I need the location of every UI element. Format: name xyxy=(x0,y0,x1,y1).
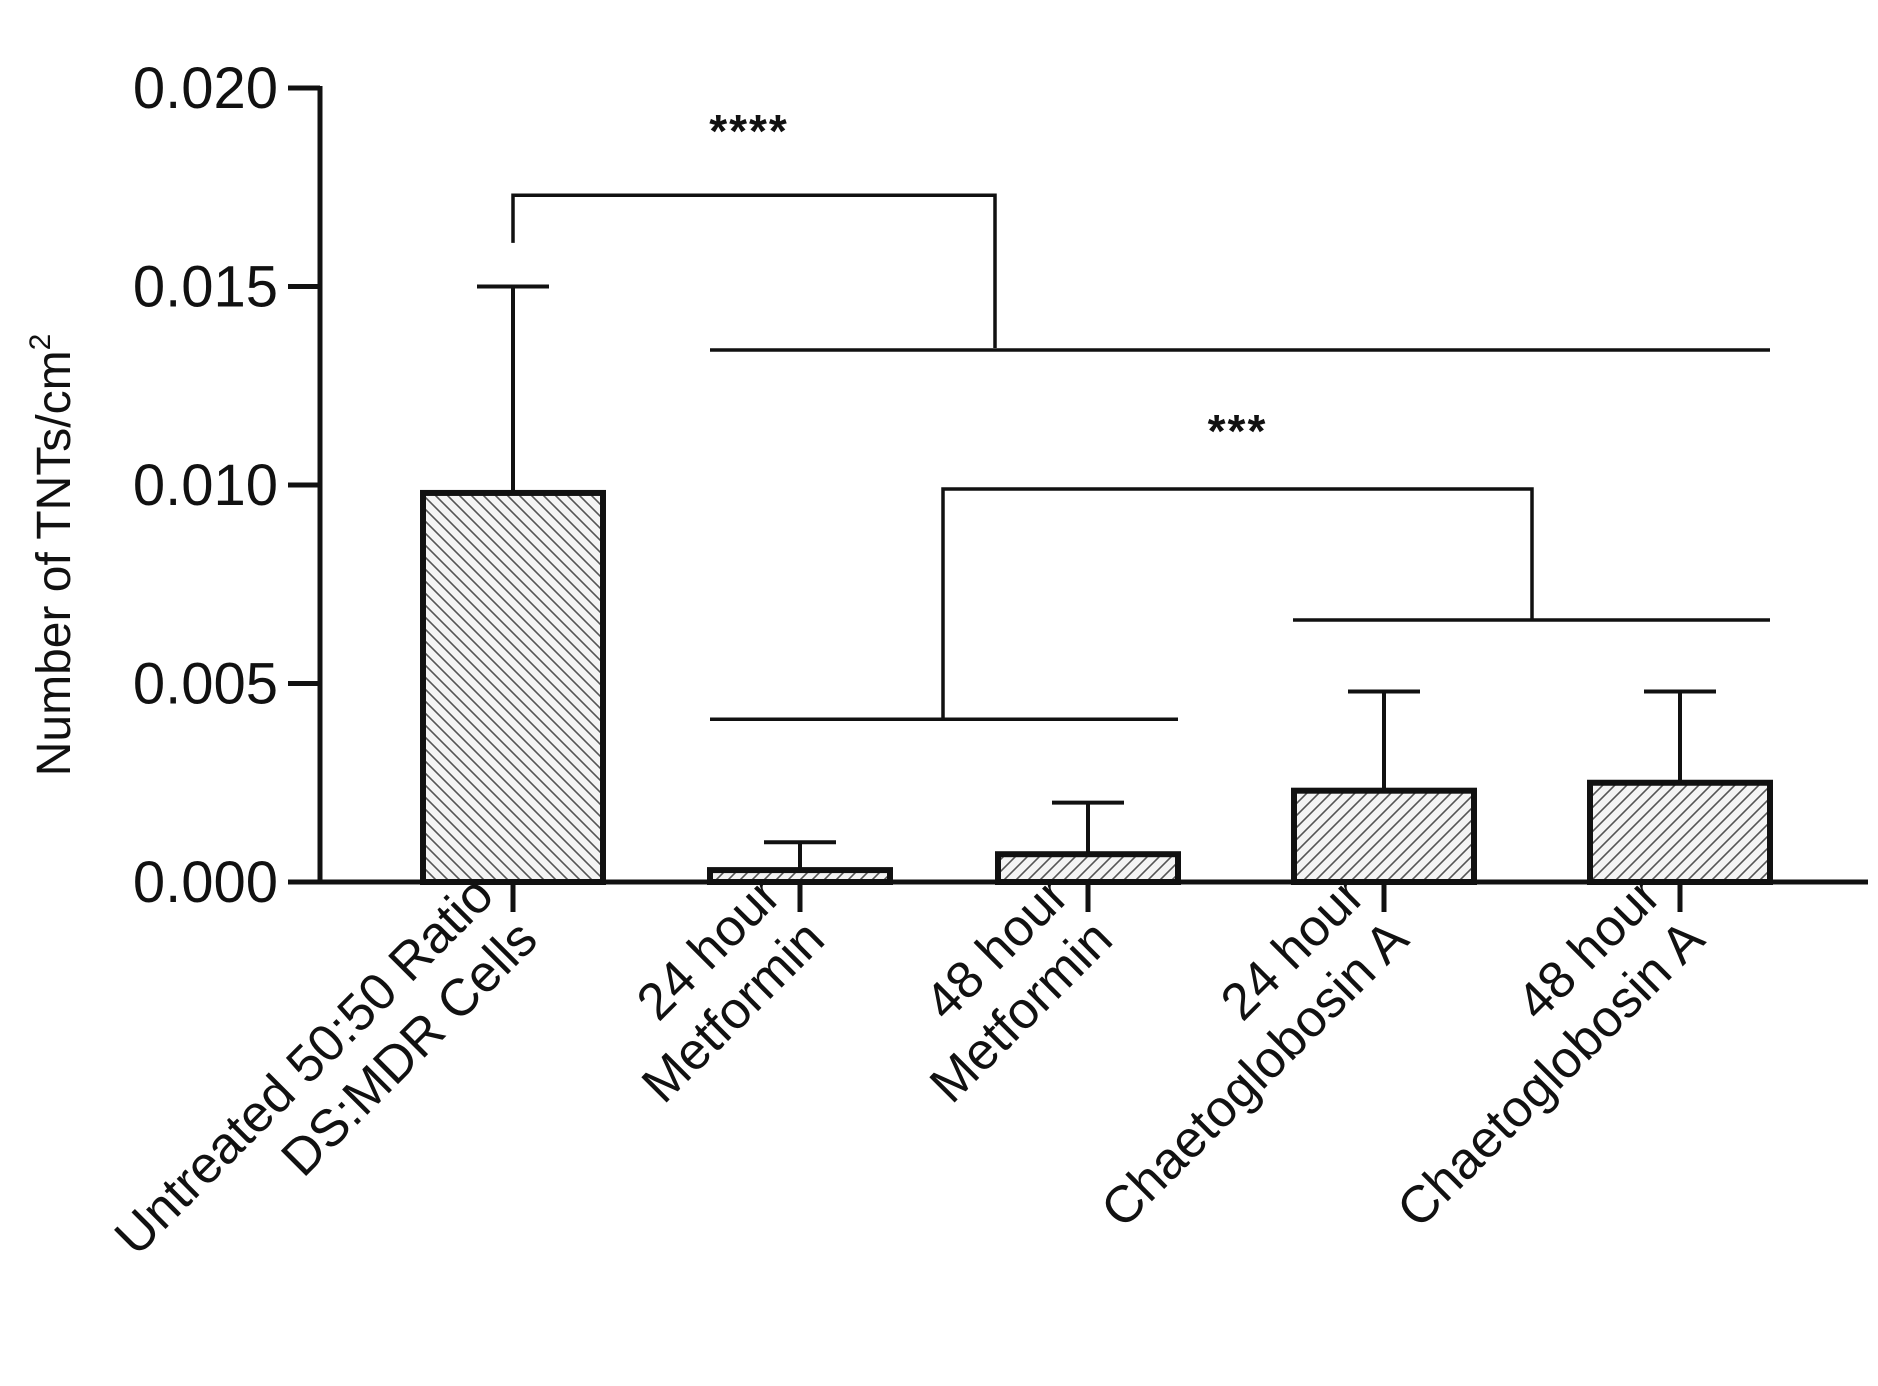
significance-label: *** xyxy=(1208,405,1268,457)
bar xyxy=(998,854,1178,882)
y-axis-ticks: 0.000 0.005 0.010 0.015 0.020 xyxy=(133,56,320,915)
y-tick-label: 0.010 xyxy=(133,453,278,518)
y-tick-label: 0.020 xyxy=(133,56,278,121)
category-label: 24 hourChaetoglobosin A xyxy=(1046,865,1419,1238)
significance-bracket xyxy=(943,489,1532,719)
bar xyxy=(1294,791,1474,882)
significance-bracket xyxy=(513,195,995,348)
significance-annotations: ******* xyxy=(513,105,1770,719)
y-tick-label: 0.015 xyxy=(133,255,278,320)
bar-series xyxy=(423,287,1770,883)
category-label: 48 hourChaetoglobosin A xyxy=(1342,865,1715,1238)
category-labels: Untreated 50:50 RatioDS:MDR Cells 24 hour… xyxy=(104,865,1716,1310)
bar xyxy=(423,493,603,882)
bar xyxy=(1590,783,1770,882)
y-tick-label: 0.000 xyxy=(133,850,278,915)
y-tick-label: 0.005 xyxy=(133,652,278,717)
category-label: Untreated 50:50 RatioDS:MDR Cells xyxy=(104,866,549,1311)
bar-chart: Number of TNTs/cm2 0.0000.0050.0100.0150… xyxy=(0,0,1878,1386)
y-axis-title: Number of TNTs/cm2 xyxy=(24,334,81,777)
category-label-line: Untreated 50:50 Ratio xyxy=(104,866,505,1267)
significance-label: **** xyxy=(709,105,789,157)
x-axis-ticks xyxy=(513,882,1680,912)
